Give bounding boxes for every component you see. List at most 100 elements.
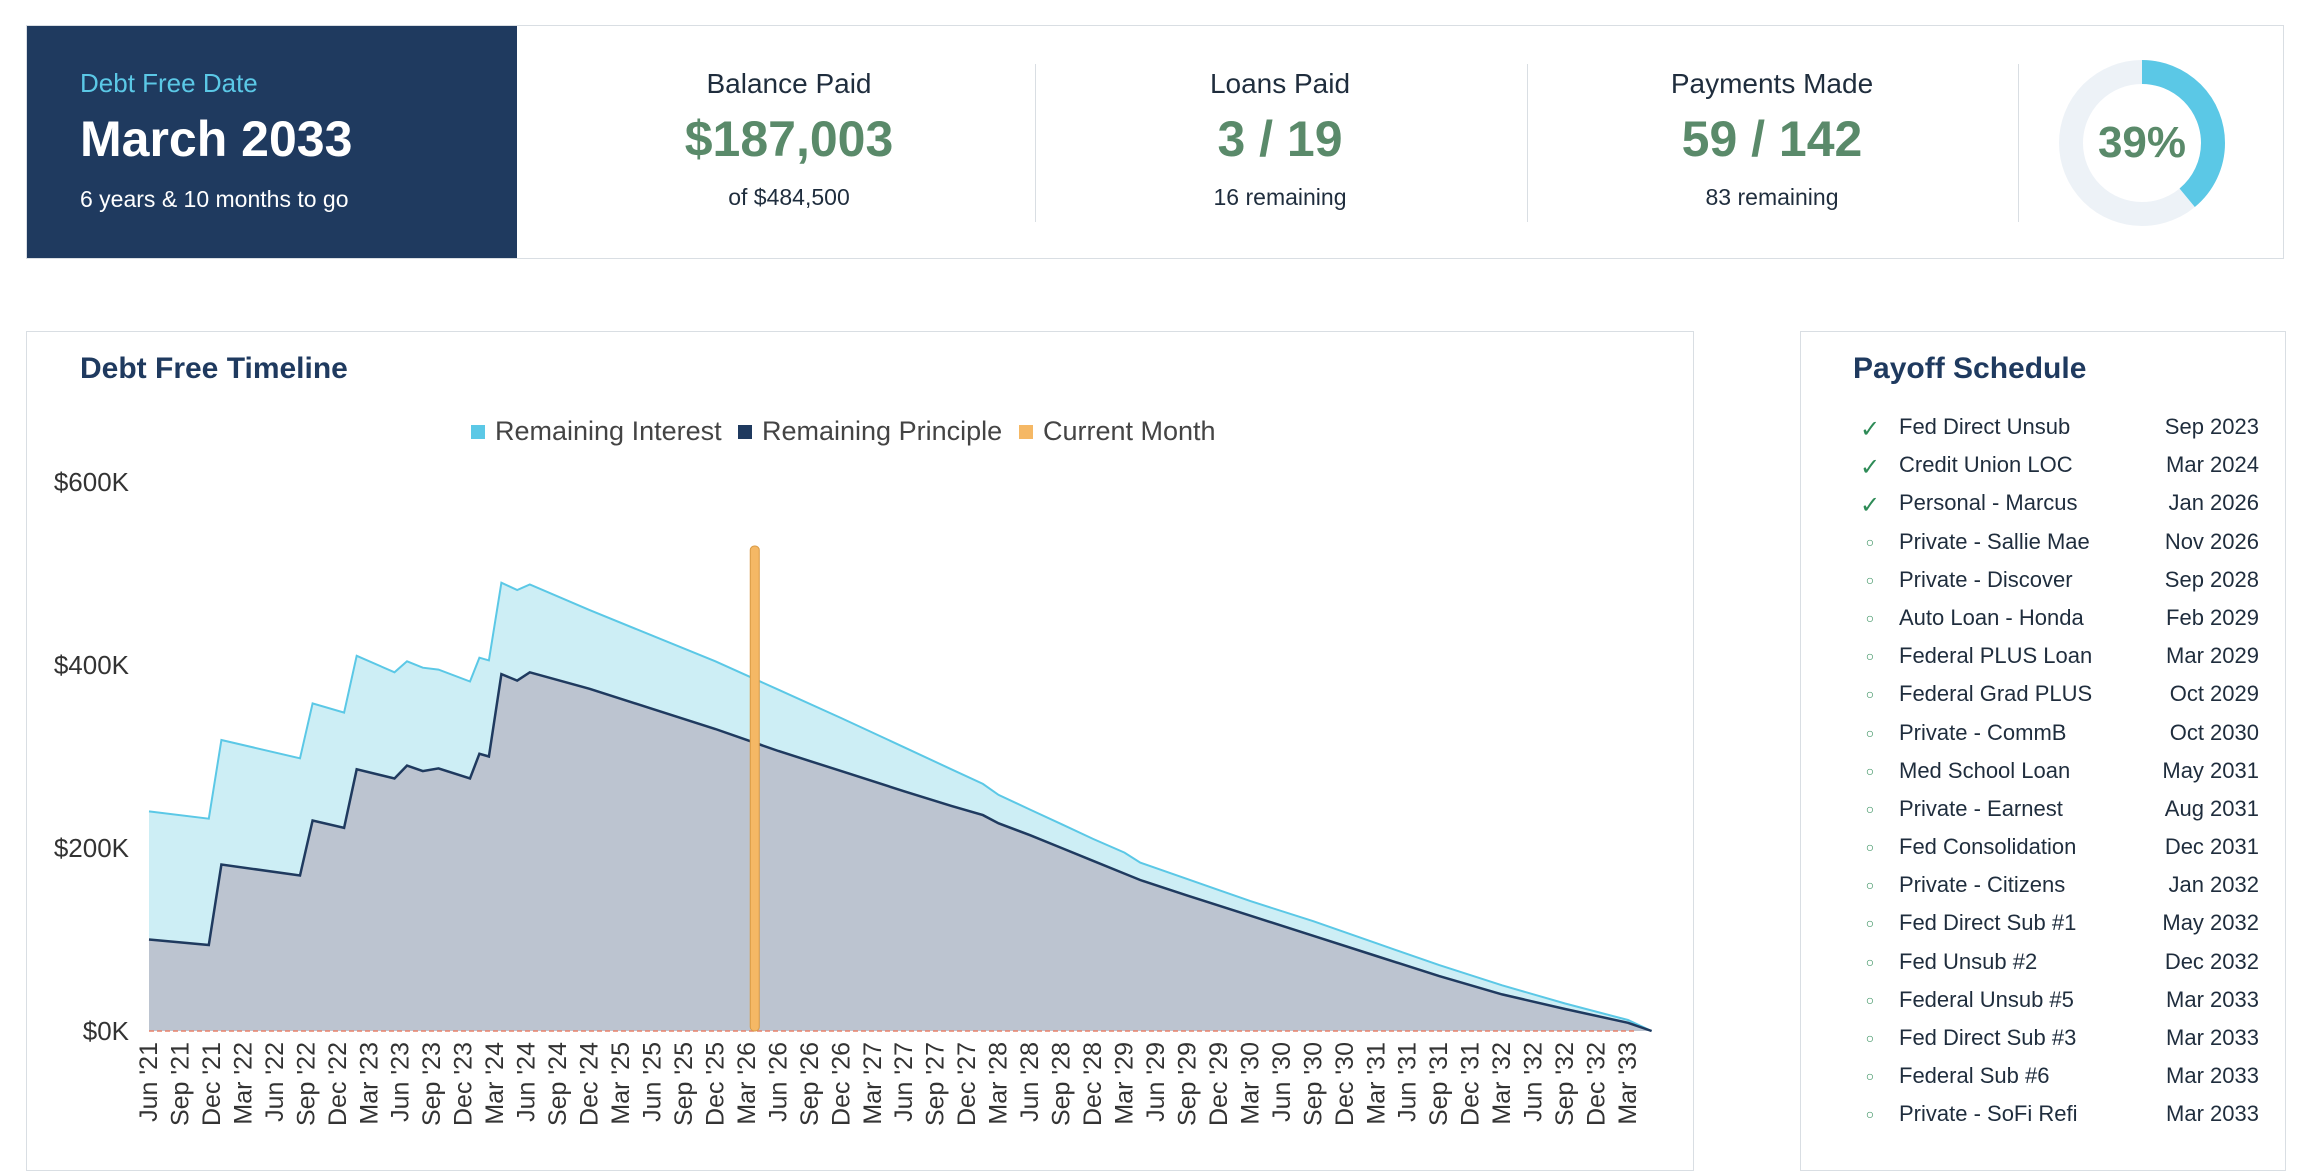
schedule-loan-name: Federal PLUS Loan — [1899, 643, 2093, 669]
debt-free-date: March 2033 — [80, 111, 353, 167]
divider — [1035, 64, 1036, 222]
x-tick-label: Mar '22 — [229, 1042, 257, 1125]
x-tick-label: Jun '22 — [261, 1042, 289, 1122]
debt-free-timeline-card: Debt Free Timeline Remaining Interest Rem… — [26, 331, 1694, 1171]
schedule-payoff-date: Mar 2033 — [2166, 1063, 2259, 1089]
circle-icon: ○ — [1865, 762, 1875, 779]
schedule-item: ○ Fed Direct Sub #1 May 2032 — [1859, 910, 2259, 948]
x-tick-label: Dec '22 — [324, 1042, 352, 1126]
x-tick-label: Jun '21 — [135, 1042, 163, 1122]
schedule-payoff-date: Oct 2030 — [2169, 719, 2259, 745]
schedule-payoff-date: Mar 2033 — [2166, 1101, 2259, 1127]
payoff-schedule-list: ✓ Fed Direct Unsub Sep 2023 ✓ Credit Union L… — [1859, 414, 2259, 1140]
x-tick-label: Sep '27 — [922, 1042, 950, 1126]
legend-swatch — [471, 425, 485, 439]
payments-made-label: Payments Made — [1670, 68, 1874, 99]
schedule-loan-name: Personal - Marcus — [1899, 490, 2078, 516]
x-tick-label: Jun '23 — [387, 1042, 415, 1122]
schedule-item: ○ Private - Sallie Mae Nov 2026 — [1859, 529, 2259, 567]
check-icon: ✓ — [1859, 454, 1881, 482]
x-tick-label: Sep '31 — [1425, 1042, 1453, 1126]
circle-icon: ○ — [1865, 839, 1875, 856]
x-tick-label: Mar '32 — [1488, 1042, 1516, 1125]
schedule-loan-name: Private - Sallie Mae — [1899, 528, 2090, 554]
schedule-loan-name: Private - Discover — [1899, 566, 2073, 592]
circle-icon: ○ — [1865, 724, 1875, 741]
legend-label: Current Month — [1043, 416, 1216, 446]
circle-icon: ○ — [1865, 800, 1875, 817]
x-tick-label: Sep '21 — [166, 1042, 194, 1126]
check-icon: ✓ — [1859, 492, 1881, 520]
schedule-payoff-date: Mar 2024 — [2166, 452, 2259, 478]
circle-icon: ○ — [1865, 877, 1875, 894]
x-tick-label: Dec '28 — [1079, 1042, 1107, 1126]
legend-swatch — [1019, 425, 1033, 439]
circle-icon: ○ — [1865, 609, 1875, 626]
schedule-loan-name: Federal Grad PLUS — [1899, 681, 2093, 707]
schedule-item: ○ Fed Direct Sub #3 Mar 2033 — [1859, 1025, 2259, 1063]
x-tick-label: Sep '30 — [1299, 1042, 1327, 1126]
circle-icon: ○ — [1865, 1068, 1875, 1085]
circle-icon: ○ — [1865, 915, 1875, 932]
summary-card: Debt Free Date March 2033 6 years & 10 m… — [26, 25, 2284, 259]
payoff-schedule-title: Payoff Schedule — [1853, 352, 2087, 385]
current-month-bar — [749, 545, 760, 1032]
schedule-item: ○ Fed Consolidation Dec 2031 — [1859, 834, 2259, 872]
payoff-schedule-card: Payoff Schedule ✓ Fed Direct Unsub Sep 202… — [1800, 331, 2286, 1171]
timeline-chart: Remaining Interest Remaining Principle Cur… — [54, 416, 1653, 1126]
debt-free-panel: Debt Free Date March 2033 6 years & 10 m… — [27, 26, 517, 258]
schedule-payoff-date: May 2032 — [2162, 910, 2259, 936]
loans-paid-label: Loans Paid — [1209, 68, 1351, 99]
x-tick-label: Sep '28 — [1048, 1042, 1076, 1126]
schedule-loan-name: Med School Loan — [1899, 757, 2071, 783]
x-tick-label: Dec '29 — [1205, 1042, 1233, 1126]
x-tick-label: Mar '29 — [1111, 1042, 1139, 1125]
schedule-payoff-date: Mar 2033 — [2166, 1025, 2259, 1050]
x-tick-label: Dec '32 — [1583, 1042, 1611, 1126]
balance-paid-stat: Balance Paid $187,003 of $484,500 — [544, 26, 1034, 258]
schedule-item: ○ Auto Loan - Honda Feb 2029 — [1859, 605, 2259, 643]
schedule-loan-name: Federal Sub #6 — [1899, 1063, 2050, 1089]
principle-line — [148, 670, 1653, 1033]
schedule-payoff-date: Feb 2029 — [2166, 604, 2259, 630]
schedule-payoff-date: Sep 2028 — [2164, 566, 2259, 592]
schedule-payoff-date: Aug 2031 — [2164, 795, 2259, 821]
schedule-payoff-date: May 2031 — [2162, 757, 2259, 783]
x-tick-label: Jun '29 — [1142, 1042, 1170, 1122]
schedule-payoff-date: Dec 2031 — [2164, 834, 2259, 860]
progress-percent: 39% — [2097, 118, 2187, 167]
x-tick-label: Mar '27 — [859, 1042, 887, 1125]
schedule-loan-name: Fed Direct Sub #3 — [1899, 1025, 2077, 1050]
circle-icon: ○ — [1865, 533, 1875, 550]
x-tick-label: Jun '28 — [1016, 1042, 1044, 1122]
time-to-go: 6 years & 10 months to go — [80, 186, 349, 212]
circle-icon: ○ — [1865, 991, 1875, 1008]
y-tick-label: $200K — [54, 833, 130, 863]
circle-icon: ○ — [1865, 648, 1875, 665]
schedule-loan-name: Fed Consolidation — [1899, 834, 2077, 860]
payments-made-stat: Payments Made 59 / 142 83 remaining — [1527, 26, 2017, 258]
schedule-loan-name: Private - Earnest — [1899, 795, 2063, 821]
x-tick-label: Mar '31 — [1362, 1042, 1390, 1125]
schedule-payoff-date: Nov 2026 — [2164, 528, 2259, 554]
y-tick-label: $400K — [54, 650, 130, 680]
schedule-item: ✓ Fed Direct Unsub Sep 2023 — [1859, 414, 2259, 452]
x-tick-label: Dec '23 — [450, 1042, 478, 1126]
y-tick-label: $0K — [83, 1016, 130, 1046]
divider — [2018, 64, 2019, 222]
x-tick-label: Jun '30 — [1268, 1042, 1296, 1122]
x-tick-label: Dec '27 — [953, 1042, 981, 1126]
x-tick-label: Mar '26 — [733, 1042, 761, 1125]
principle-area — [149, 672, 1652, 1031]
schedule-loan-name: Federal Unsub #5 — [1899, 986, 2074, 1012]
progress-ring-svg — [2059, 60, 2225, 226]
payments-remaining: 83 remaining — [1705, 184, 1839, 210]
divider — [1527, 64, 1528, 222]
x-tick-label: Sep '32 — [1551, 1042, 1579, 1126]
circle-icon: ○ — [1865, 686, 1875, 703]
x-tick-label: Dec '25 — [701, 1042, 729, 1126]
x-tick-label: Dec '24 — [576, 1042, 604, 1126]
check-icon: ✓ — [1859, 416, 1881, 443]
legend-swatch — [738, 425, 752, 439]
schedule-item: ○ Federal Grad PLUS Oct 2029 — [1859, 681, 2259, 719]
